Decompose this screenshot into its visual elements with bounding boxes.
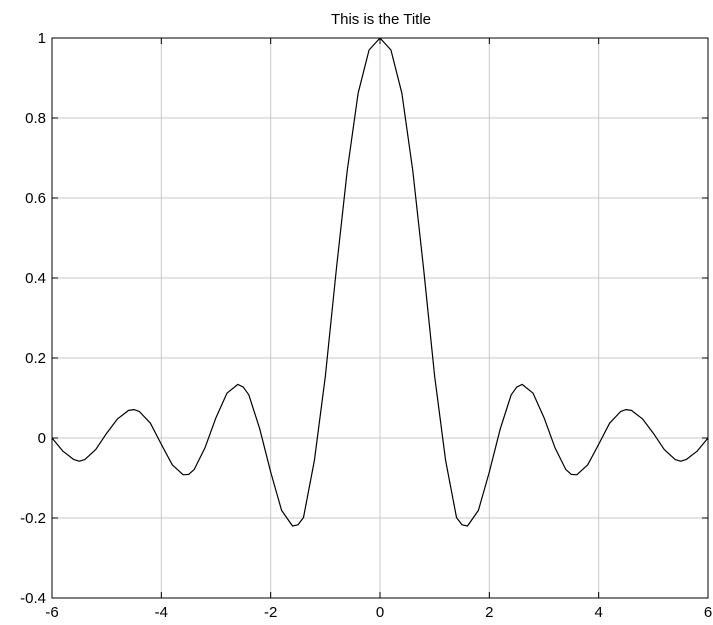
x-tick-label: -4 [155,604,168,621]
y-tick-label: 0.2 [25,350,46,367]
x-tick-label: -2 [264,604,277,621]
chart-title: This is the Title [331,11,431,28]
y-tick-label: -0.2 [20,510,46,527]
y-tick-label: 0.4 [25,270,46,287]
y-tick-label: 0.8 [25,110,46,127]
x-tick-label: 0 [376,604,384,621]
y-tick-label: 1 [38,30,46,47]
y-tick-labels: -0.4 -0.2 0 0.2 0.4 0.6 0.8 1 [20,30,46,607]
y-tick-label: -0.4 [20,590,46,607]
ticks [51,37,709,599]
x-tick-label: -6 [45,604,58,621]
x-tick-labels: -6 -4 -2 0 2 4 6 [45,604,712,621]
y-tick-label: 0.6 [25,190,46,207]
grid [52,38,708,598]
y-tick-label: 0 [38,430,46,447]
x-tick-label: 4 [594,604,602,621]
x-tick-label: 2 [485,604,493,621]
x-tick-label: 6 [704,604,712,621]
